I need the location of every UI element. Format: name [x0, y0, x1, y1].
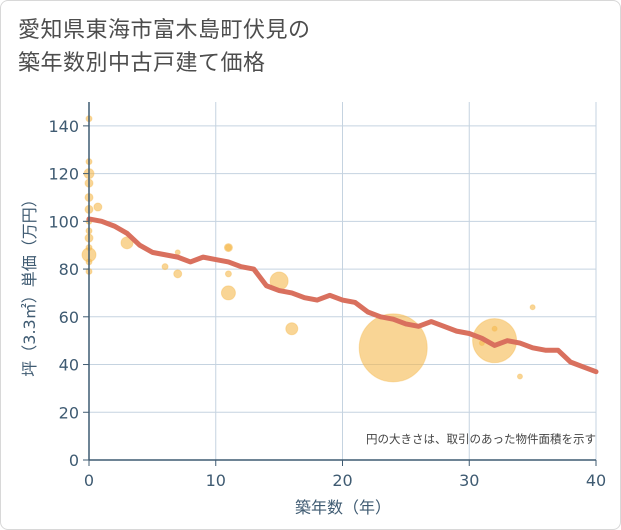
y-tick-label: 100	[48, 212, 79, 231]
x-tick-label: 30	[459, 471, 479, 490]
bubble-size-note: 円の大きさは、取引のあった物件面積を示す	[366, 432, 596, 446]
y-tick-label: 0	[69, 451, 79, 470]
data-bubble	[224, 270, 232, 278]
grid	[89, 102, 597, 460]
bubbles	[81, 115, 536, 383]
y-tick-label: 60	[59, 308, 79, 327]
data-bubble	[120, 236, 134, 250]
chart-title-line-2: 築年数別中古戸建て価格	[18, 51, 266, 76]
y-tick-label: 40	[59, 356, 79, 375]
data-bubble	[224, 244, 232, 252]
axes: 0 20 40 60 80 100 120 140 0 10 20 30 40	[48, 102, 606, 490]
data-bubble	[285, 322, 299, 336]
data-bubble	[174, 249, 181, 256]
chart-title-line-1: 愛知県東海市富木島町伏見の	[18, 18, 311, 43]
y-tick-label: 120	[48, 165, 79, 184]
y-axis-label: 坪（3.3㎡）単価（万円）	[20, 191, 39, 376]
y-tick-label: 20	[59, 403, 79, 422]
y-tick-label: 140	[48, 117, 79, 136]
x-tick-label: 40	[586, 471, 606, 490]
data-bubble	[491, 325, 498, 332]
trend-line-group	[86, 216, 599, 375]
data-bubble	[161, 263, 169, 271]
x-tick-label: 20	[332, 471, 352, 490]
data-bubble	[93, 202, 103, 212]
trend-line	[86, 216, 599, 375]
x-tick-label: 10	[206, 471, 226, 490]
x-tick-label: 0	[84, 471, 94, 490]
data-bubble	[173, 269, 183, 279]
data-bubble	[358, 313, 428, 383]
data-bubble	[529, 304, 536, 311]
x-axis-label: 築年数（年）	[295, 498, 391, 517]
data-bubble	[220, 285, 236, 301]
chart-title: 愛知県東海市富木島町伏見の 築年数別中古戸建て価格	[18, 14, 311, 80]
y-tick-label: 80	[59, 260, 79, 279]
data-bubble	[516, 373, 523, 380]
